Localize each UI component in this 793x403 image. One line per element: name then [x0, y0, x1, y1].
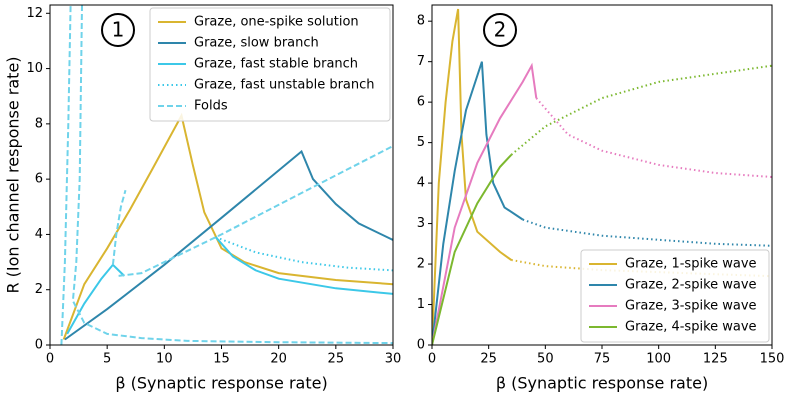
panel: 0 5 10 15 20 25 30 0 2 4 6 8 10 12 β (Synaptic respons…: [4, 4, 402, 393]
axes-frame: [49, 4, 394, 346]
y-tick-label: 4: [35, 227, 43, 242]
series-line: [432, 62, 538, 345]
y-tick-label: 7: [417, 54, 425, 69]
plot-lines: [60, 5, 393, 345]
x-tick-label: 25: [480, 352, 497, 367]
legend-label: Graze, slow branch: [194, 36, 319, 51]
legend: Graze, 1-spike wave Graze, 2-spike wave Gr…: [580, 249, 770, 343]
annotation: 2: [494, 18, 507, 42]
y-tick-label: 5: [417, 135, 425, 150]
annotation: 1: [112, 18, 125, 42]
series-line: [64, 149, 393, 341]
x-tick-label: 30: [385, 352, 402, 367]
y-tick-label: 4: [417, 176, 425, 191]
series-line-unstable: [535, 97, 772, 178]
y-tick-label: 8: [417, 14, 425, 29]
legend-box: [149, 7, 391, 122]
legend-label: Graze, 3-spike wave: [625, 299, 757, 314]
legend-label: Graze, 1-spike wave: [625, 257, 757, 272]
y-tick-label: 2: [417, 257, 425, 272]
y-axis-label: R (Ion channel response rate): [4, 56, 23, 293]
y-tick-label: 10: [26, 61, 43, 76]
series-line: [432, 154, 513, 345]
series-line: [215, 236, 393, 272]
legend-label: Graze, 4-spike wave: [625, 320, 757, 335]
x-tick-label: 50: [537, 352, 554, 367]
y-tick-label: 6: [417, 95, 425, 110]
series-line: [66, 236, 393, 335]
x-tick-label: 5: [103, 352, 111, 367]
x-axis-label: β (Synaptic response rate): [496, 374, 708, 393]
x-tick-label: 150: [760, 352, 785, 367]
x-tick-label: 25: [328, 352, 345, 367]
x-tick-label: 125: [703, 352, 728, 367]
x-tick-label: 10: [156, 352, 173, 367]
x-tick-label: 0: [428, 352, 436, 367]
panel: 0 25 50 75 100 125 150 0 1 2 3 4 5 6 7 8 β (Synaptic res…: [417, 4, 785, 393]
y-tick-label: 3: [417, 216, 425, 231]
x-tick-label: 0: [46, 352, 54, 367]
legend-label: Graze, 2-spike wave: [625, 278, 757, 293]
series-line: [62, 112, 393, 340]
x-tick-label: 20: [270, 352, 287, 367]
y-tick-label: 2: [35, 282, 43, 297]
annotation-circle: [483, 13, 517, 47]
y-tick-label: 12: [26, 6, 43, 21]
legend-label: Graze, one-spike solution: [194, 15, 359, 30]
legend-label: Folds: [194, 99, 228, 114]
legend-label: Graze, fast stable branch: [194, 57, 358, 72]
legend-label: Graze, fast unstable branch: [194, 78, 375, 93]
y-tick-label: 0: [417, 338, 425, 353]
x-axis-label: β (Synaptic response rate): [115, 374, 327, 393]
series-line-unstable: [510, 64, 772, 156]
y-tick-label: 0: [35, 338, 43, 353]
legend-box: [580, 249, 770, 343]
axes-frame: [431, 4, 773, 346]
series-line-unstable: [522, 218, 772, 247]
x-tick-label: 100: [646, 352, 671, 367]
x-tick-label: 15: [213, 352, 230, 367]
y-tick-label: 6: [35, 172, 43, 187]
series-line: [432, 8, 512, 345]
annotation-circle: [101, 13, 135, 47]
legend: Graze, one-spike solution Graze, slow bra…: [149, 7, 391, 122]
x-tick-label: 75: [594, 352, 611, 367]
plot-lines: [432, 8, 772, 345]
y-tick-label: 8: [35, 116, 43, 131]
y-tick-label: 1: [417, 297, 425, 312]
series-line: [432, 61, 524, 345]
series-line: [60, 5, 393, 345]
